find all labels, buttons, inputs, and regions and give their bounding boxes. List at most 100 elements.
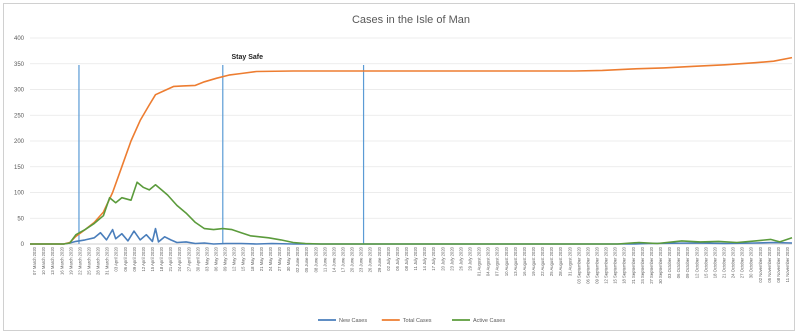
vertical-markers: [78, 65, 365, 244]
x-tick-label: 03 April 2020: [114, 246, 119, 271]
annotation-label: Stay Safe: [232, 54, 264, 61]
x-tick-label: 15 April 2020: [150, 246, 155, 271]
x-tick-label: 08 June 2020: [313, 246, 318, 272]
legend: New Cases Total Cases Active Cases: [318, 318, 505, 324]
x-tick-label: 14 June 2020: [331, 246, 336, 272]
x-tick-label: 16 March 2020: [59, 246, 64, 275]
x-tick-label: 17 June 2020: [340, 246, 345, 272]
chart-title: Cases in the Isle of Man: [352, 14, 470, 26]
legend-label: Total Cases: [403, 318, 432, 324]
series-line-new-cases: [30, 227, 793, 245]
x-tick-label: 13 August 2020: [513, 246, 518, 276]
x-tick-label: 06 October 2020: [676, 246, 681, 278]
x-tick-label: 19 March 2020: [68, 246, 73, 275]
x-axis-ticks: 07 March 2020 10 March 2020 13 March 2020 1…: [32, 246, 790, 283]
x-tick-label: 30 May 2020: [286, 246, 291, 271]
x-tick-label: 04 August 2020: [486, 246, 491, 276]
x-tick-label: 10 March 2020: [41, 246, 46, 275]
x-tick-label: 08 November 2020: [776, 246, 781, 282]
x-tick-label: 09 September 2020: [594, 246, 599, 283]
x-tick-label: 27 October 2020: [740, 246, 745, 278]
x-tick-label: 02 July 2020: [386, 246, 391, 270]
x-tick-label: 30 September 2020: [658, 246, 663, 283]
x-tick-label: 28 August 2020: [558, 246, 563, 276]
x-tick-label: 30 October 2020: [749, 246, 754, 278]
x-tick-label: 06 May 2020: [213, 246, 218, 271]
x-tick-label: 05 November 2020: [767, 246, 772, 282]
x-tick-label: 29 June 2020: [377, 246, 382, 272]
y-tick-label: 50: [17, 216, 24, 222]
x-tick-label: 17 July 2020: [431, 246, 436, 270]
x-tick-label: 18 May 2020: [250, 246, 255, 271]
x-tick-label: 21 October 2020: [721, 246, 726, 278]
x-tick-label: 15 May 2020: [241, 246, 246, 271]
x-tick-label: 03 May 2020: [204, 246, 209, 271]
y-tick-label: 300: [14, 88, 25, 94]
x-tick-label: 27 May 2020: [277, 246, 282, 271]
y-tick-label: 150: [14, 165, 25, 171]
x-tick-label: 09 May 2020: [223, 246, 228, 271]
x-tick-label: 24 May 2020: [268, 246, 273, 271]
y-tick-label: 350: [14, 62, 25, 68]
annotations: Stay Safe: [232, 54, 264, 61]
x-tick-label: 09 October 2020: [685, 246, 690, 278]
y-tick-label: 400: [14, 36, 25, 42]
series-line-total-cases: [30, 56, 793, 245]
x-tick-label: 11 July 2020: [413, 246, 418, 270]
x-tick-label: 05 July 2020: [395, 246, 400, 270]
y-tick-label: 0: [21, 242, 25, 248]
x-tick-label: 28 March 2020: [96, 246, 101, 275]
legend-label: Active Cases: [473, 318, 505, 324]
x-tick-label: 27 September 2020: [649, 246, 654, 283]
x-tick-label: 29 July 2020: [467, 246, 472, 270]
x-tick-label: 05 June 2020: [304, 246, 309, 272]
x-tick-label: 12 September 2020: [604, 246, 609, 283]
x-tick-label: 07 March 2020: [32, 246, 37, 275]
x-tick-label: 21 September 2020: [631, 246, 636, 283]
x-tick-label: 03 September 2020: [576, 246, 581, 283]
x-tick-label: 21 April 2020: [168, 246, 173, 271]
x-tick-label: 07 August 2020: [495, 246, 500, 276]
x-tick-label: 24 September 2020: [640, 246, 645, 283]
y-tick-label: 200: [14, 139, 25, 145]
x-tick-label: 21 May 2020: [259, 246, 264, 271]
x-tick-label: 15 September 2020: [613, 246, 618, 283]
x-tick-label: 30 April 2020: [195, 246, 200, 271]
series-line-active-cases: [30, 181, 793, 245]
x-tick-label: 26 July 2020: [458, 246, 463, 270]
x-tick-label: 27 April 2020: [186, 246, 191, 271]
x-tick-label: 06 April 2020: [123, 246, 128, 271]
x-tick-label: 12 April 2020: [141, 246, 146, 271]
x-tick-label: 14 July 2020: [422, 246, 427, 270]
x-tick-label: 22 August 2020: [540, 246, 545, 276]
x-tick-label: 09 April 2020: [132, 246, 137, 271]
gridlines: [30, 37, 792, 245]
x-tick-label: 24 October 2020: [731, 246, 736, 278]
x-tick-label: 08 July 2020: [404, 246, 409, 270]
x-tick-label: 12 May 2020: [232, 246, 237, 271]
x-tick-label: 23 July 2020: [449, 246, 454, 270]
x-tick-label: 25 March 2020: [86, 246, 91, 275]
x-tick-label: 18 October 2020: [712, 246, 717, 278]
x-tick-label: 02 June 2020: [295, 246, 300, 272]
x-tick-label: 25 August 2020: [549, 246, 554, 276]
x-tick-label: 20 June 2020: [350, 246, 355, 272]
x-tick-label: 12 October 2020: [694, 246, 699, 278]
series-lines: [30, 56, 793, 245]
x-tick-label: 26 June 2020: [368, 246, 373, 272]
x-tick-label: 13 March 2020: [50, 246, 55, 275]
legend-label: New Cases: [339, 318, 367, 324]
x-tick-label: 19 August 2020: [531, 246, 536, 276]
x-tick-label: 22 March 2020: [77, 246, 82, 275]
x-tick-label: 23 June 2020: [359, 246, 364, 272]
x-tick-label: 02 November 2020: [758, 246, 763, 282]
x-tick-label: 11 June 2020: [322, 246, 327, 272]
x-tick-label: 10 August 2020: [504, 246, 509, 276]
x-tick-label: 24 April 2020: [177, 246, 182, 271]
x-tick-label: 01 August 2020: [477, 246, 482, 276]
x-tick-label: 03 October 2020: [667, 246, 672, 278]
x-tick-label: 16 August 2020: [522, 246, 527, 276]
y-axis-ticks: 0 50 100 150 200 250 300 350 400: [14, 36, 25, 248]
x-tick-label: 18 September 2020: [622, 246, 627, 283]
